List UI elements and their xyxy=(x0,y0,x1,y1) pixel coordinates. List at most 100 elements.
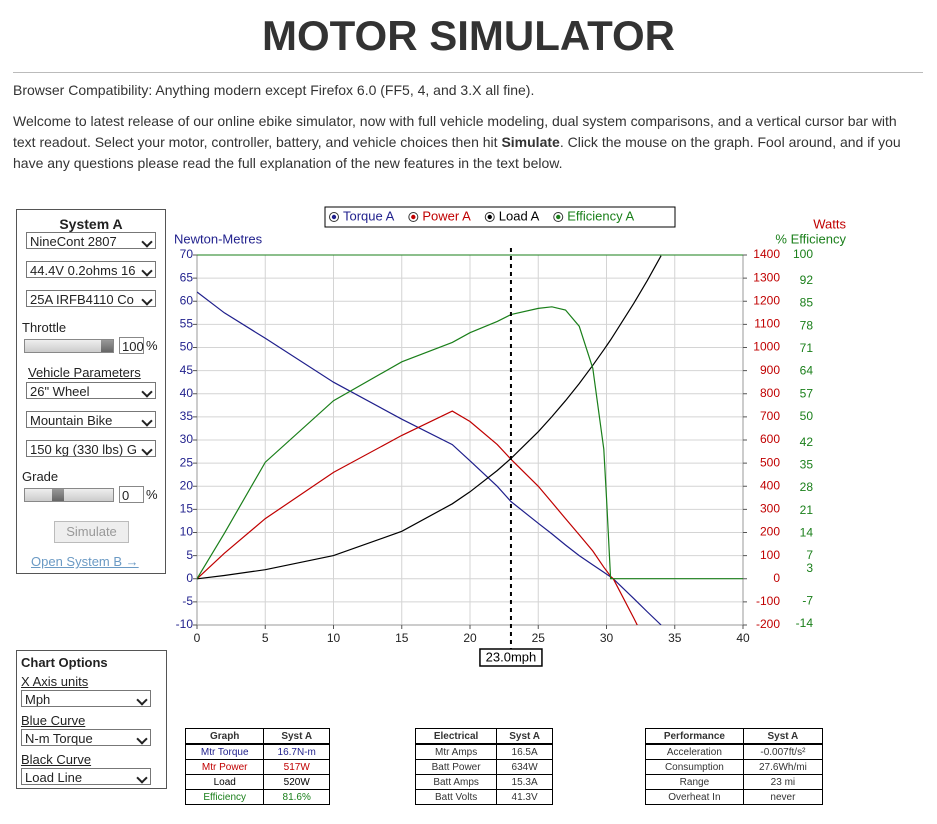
weight-select[interactable]: 150 kg (330 lbs) G xyxy=(26,440,156,457)
x-tick-label: 10 xyxy=(327,631,341,645)
y2-tick-label: 0 xyxy=(773,571,780,585)
y2-tick-label: 800 xyxy=(760,386,780,400)
x-tick-label: 5 xyxy=(262,631,269,645)
y-tick-label: 50 xyxy=(180,340,194,354)
y3-tick-label: 92 xyxy=(800,273,814,287)
y3-tick-label: -14 xyxy=(796,616,814,630)
x-tick-label: 20 xyxy=(463,631,477,645)
welcome-text-part: . Click the mouse on the graph. Fool aro… xyxy=(13,134,901,171)
table-cell: Consumption xyxy=(645,759,744,775)
readout-table: Electrical Syst A Mtr Amps 16.5A Batt Power 6… xyxy=(414,728,553,805)
y-tick-label: 15 xyxy=(180,502,194,516)
black-curve-label: Black Curve xyxy=(21,752,92,767)
y-tick-label: 45 xyxy=(180,363,194,377)
y-tick-label: 25 xyxy=(180,455,194,469)
x-tick-label: 25 xyxy=(532,631,546,645)
grade-label: Grade xyxy=(22,469,59,484)
x-tick-label: 35 xyxy=(668,631,682,645)
table-cell: Mtr Amps xyxy=(414,743,498,760)
y2-tick-label: 900 xyxy=(760,363,780,377)
y-tick-label: -5 xyxy=(182,594,193,608)
panel-title: System A xyxy=(59,216,123,232)
table-cell: Range xyxy=(645,774,744,790)
y2-tick-label: 700 xyxy=(760,409,780,423)
throttle-input[interactable]: 100 xyxy=(119,337,144,354)
black-curve-select[interactable]: Load Line xyxy=(21,768,151,785)
motor-select[interactable]: NineCont 2807 xyxy=(26,232,156,249)
readout-table: Performance Syst A Acceleration -0.007ft/s²… xyxy=(645,728,824,805)
table-cell: 634W xyxy=(496,759,553,775)
y3-tick-label: 64 xyxy=(800,364,814,378)
legend-box xyxy=(324,206,676,228)
cursor-label: 23.0mph xyxy=(486,649,537,664)
grade-unit: % xyxy=(146,487,158,502)
table-cell: Efficiency xyxy=(184,789,265,805)
x-units-select[interactable]: Mph xyxy=(21,690,151,707)
y2-tick-label: 100 xyxy=(760,548,780,562)
y-axis-title: Newton-Metres xyxy=(174,231,263,246)
bike-select[interactable]: Mountain Bike xyxy=(26,411,156,428)
throttle-slider[interactable] xyxy=(24,339,114,353)
table-cell: Mtr Power xyxy=(184,759,265,775)
blue-curve-select[interactable]: N-m Torque xyxy=(21,729,151,746)
y-tick-label: 65 xyxy=(180,270,194,284)
table-cell: Syst A xyxy=(496,728,553,745)
legend: Torque A Power A Load A Efficiency A xyxy=(324,206,676,228)
battery-select[interactable]: 44.4V 0.2ohms 16 xyxy=(26,261,156,278)
table-cell: Batt Power xyxy=(414,759,498,775)
cursor-label-box xyxy=(479,648,543,667)
y-tick-label: 0 xyxy=(186,571,193,585)
table-cell: never xyxy=(742,789,824,805)
series-line xyxy=(197,291,662,625)
y-tick-label: 40 xyxy=(180,386,194,400)
simulate-button[interactable]: Simulate xyxy=(54,521,129,543)
x-tick-label: 15 xyxy=(395,631,409,645)
legend-radio-dot xyxy=(556,214,561,220)
grade-slider[interactable] xyxy=(24,488,114,502)
legend-label: Power A xyxy=(422,208,471,223)
table-cell: 520W xyxy=(263,774,330,790)
y3-tick-label: 35 xyxy=(800,458,814,472)
table-cell: -0.007ft/s² xyxy=(742,743,824,760)
table-cell: Electrical xyxy=(414,728,498,745)
wheel-select[interactable]: 26" Wheel xyxy=(26,382,156,399)
table-cell: Graph xyxy=(184,728,265,745)
throttle-label: Throttle xyxy=(22,320,67,335)
y3-tick-label: -7 xyxy=(802,594,813,608)
x-tick-label: 0 xyxy=(194,631,201,645)
y2-tick-label: 600 xyxy=(760,432,780,446)
y-tick-label: 60 xyxy=(180,293,194,307)
y2-tick-label: 500 xyxy=(760,455,780,469)
y2-tick-label: 1300 xyxy=(753,270,780,284)
y3-tick-label: 21 xyxy=(800,503,814,517)
y-tick-label: 35 xyxy=(180,409,194,423)
y3-tick-label: 50 xyxy=(800,409,814,423)
table-cell: Acceleration xyxy=(645,743,744,760)
table-cell: 27.6Wh/mi xyxy=(742,759,824,775)
system-a-panel: System A NineCont 2807 44.4V 0.2ohms 16 … xyxy=(16,209,166,574)
x-tick-label: 30 xyxy=(600,631,614,645)
open-system-b-link[interactable]: Open System B → xyxy=(31,554,139,569)
throttle-unit: % xyxy=(146,338,158,353)
table-cell: Batt Amps xyxy=(414,774,498,790)
legend-label: Torque A xyxy=(343,208,395,223)
y2-tick-label: 1200 xyxy=(753,293,780,307)
table-cell: 41.3V xyxy=(496,789,553,805)
y-tick-label: 20 xyxy=(180,478,194,492)
y3-tick-label: 7 xyxy=(806,548,813,562)
table-cell: Mtr Torque xyxy=(184,743,265,760)
welcome-bold: Simulate xyxy=(501,134,560,150)
compatibility-note: Browser Compatibility: Anything modern e… xyxy=(13,82,535,98)
table-cell: Batt Volts xyxy=(414,789,498,805)
grade-input[interactable]: 0 xyxy=(119,486,144,503)
vehicle-label: Vehicle Parameters xyxy=(28,365,141,380)
y2-tick-label: -100 xyxy=(756,594,780,608)
table-cell: Performance xyxy=(645,728,744,745)
controller-select[interactable]: 25A IRFB4110 Co xyxy=(26,290,156,307)
page-title: MOTOR SIMULATOR xyxy=(262,12,675,59)
y3-axis-title: % Efficiency xyxy=(775,231,846,246)
legend-radio-dot xyxy=(487,214,492,220)
table-cell: Load xyxy=(184,774,265,790)
